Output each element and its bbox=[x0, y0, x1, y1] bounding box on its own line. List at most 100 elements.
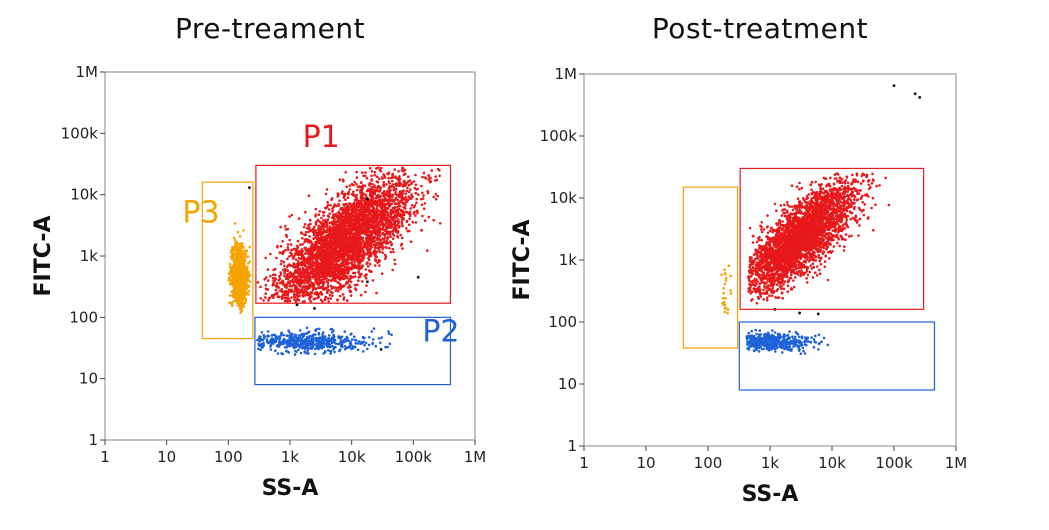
scatter-point bbox=[288, 331, 291, 334]
scatter-point bbox=[277, 335, 281, 338]
scatter-point bbox=[407, 190, 411, 194]
scatter-point bbox=[349, 294, 353, 297]
scatter-point bbox=[301, 295, 305, 298]
scatter-point bbox=[396, 229, 400, 233]
scatter-point bbox=[360, 257, 364, 260]
scatter-point bbox=[344, 171, 348, 174]
scatter-point bbox=[356, 342, 359, 345]
scatter-point bbox=[355, 182, 358, 186]
scatter-point bbox=[335, 223, 338, 226]
scatter-point bbox=[391, 179, 394, 183]
scatter-point bbox=[284, 248, 287, 252]
scatter-point bbox=[364, 171, 367, 174]
scatter-point bbox=[393, 216, 396, 219]
scatter-point bbox=[373, 173, 376, 177]
scatter-point bbox=[397, 180, 401, 183]
scatter-point bbox=[363, 336, 366, 340]
scatter-point bbox=[327, 270, 331, 274]
scatter-point bbox=[328, 231, 331, 234]
scatter-point bbox=[392, 220, 396, 223]
scatter-point bbox=[391, 247, 395, 251]
scatter-point bbox=[372, 228, 376, 231]
scatter-point bbox=[378, 250, 382, 253]
scatter-point bbox=[370, 170, 374, 173]
scatter-point bbox=[327, 300, 331, 303]
scatter-point bbox=[355, 283, 359, 287]
scatter-point bbox=[233, 222, 237, 225]
scatter-point bbox=[311, 344, 315, 348]
scatter-point bbox=[348, 213, 352, 216]
scatter-point bbox=[264, 276, 268, 279]
scatter-point bbox=[341, 207, 345, 210]
scatter-point bbox=[404, 196, 408, 199]
scatter-point bbox=[308, 271, 312, 275]
scatter-point bbox=[434, 193, 438, 196]
scatter-point bbox=[394, 191, 398, 194]
scatter-point bbox=[340, 286, 343, 289]
scatter-point bbox=[386, 213, 390, 217]
scatter-point bbox=[423, 176, 427, 179]
scatter-point bbox=[367, 343, 371, 347]
scatter-point bbox=[278, 338, 281, 341]
scatter-point bbox=[288, 334, 292, 337]
scatter-point bbox=[318, 250, 321, 254]
pre-treatment-scatter-plot: 1 10 100 1k 10k 100k 1M1101001k10k100k1MSS-AFI… bbox=[31, 63, 486, 501]
scatter-point bbox=[299, 263, 303, 266]
scatter-point bbox=[282, 260, 286, 264]
scatter-point bbox=[327, 349, 330, 352]
scatter-point bbox=[371, 194, 374, 197]
scatter-point bbox=[322, 240, 325, 243]
scatter-point bbox=[303, 279, 306, 282]
scatter-point bbox=[307, 352, 310, 355]
scatter-point bbox=[287, 296, 290, 300]
scatter-point bbox=[318, 265, 321, 269]
scatter-point bbox=[296, 259, 300, 263]
scatter-point bbox=[299, 257, 303, 261]
scatter-point bbox=[339, 227, 342, 230]
scatter-point bbox=[400, 169, 404, 172]
scatter-point bbox=[289, 272, 293, 275]
scatter-point bbox=[278, 281, 282, 285]
scatter-point bbox=[362, 214, 366, 218]
scatter-point bbox=[359, 203, 362, 206]
scatter-point bbox=[285, 275, 288, 278]
scatter-point bbox=[339, 223, 342, 227]
scatter-point bbox=[314, 329, 317, 332]
scatter-point bbox=[300, 253, 303, 256]
scatter-point bbox=[374, 230, 377, 233]
population-P2 bbox=[256, 326, 393, 356]
scatter-point bbox=[403, 198, 406, 201]
pre-treatment-panel: Pre-treament 1 10 100 1k 10k 100k 1M 1 10 100 1k 10… bbox=[20, 0, 520, 530]
scatter-point bbox=[393, 213, 397, 217]
scatter-point bbox=[356, 348, 360, 352]
scatter-point bbox=[362, 243, 366, 246]
scatter-point bbox=[280, 297, 284, 301]
scatter-point bbox=[307, 224, 310, 227]
scatter-point bbox=[290, 338, 294, 341]
scatter-point bbox=[349, 276, 353, 279]
scatter-point bbox=[315, 278, 318, 281]
scatter-point bbox=[391, 232, 395, 236]
scatter-point bbox=[378, 241, 382, 245]
scatter-point bbox=[357, 252, 360, 256]
scatter-point bbox=[332, 221, 335, 225]
scatter-point bbox=[368, 233, 372, 237]
scatter-point bbox=[300, 260, 304, 264]
scatter-point bbox=[328, 294, 332, 297]
scatter-point bbox=[313, 347, 317, 351]
scatter-point bbox=[337, 211, 340, 214]
scatter-point bbox=[378, 259, 382, 263]
scatter-point bbox=[322, 242, 325, 245]
scatter-point bbox=[301, 335, 305, 339]
scatter-point bbox=[318, 220, 321, 223]
scatter-point bbox=[365, 273, 368, 276]
scatter-point bbox=[350, 261, 354, 265]
scatter-point bbox=[366, 347, 369, 351]
scatter-point bbox=[415, 197, 419, 201]
scatter-point bbox=[322, 211, 326, 214]
scatter-point bbox=[266, 330, 270, 333]
scatter-point bbox=[366, 250, 370, 254]
scatter-point bbox=[287, 340, 291, 344]
scatter-point bbox=[309, 340, 312, 343]
x-tick-label: 10k bbox=[338, 448, 366, 466]
